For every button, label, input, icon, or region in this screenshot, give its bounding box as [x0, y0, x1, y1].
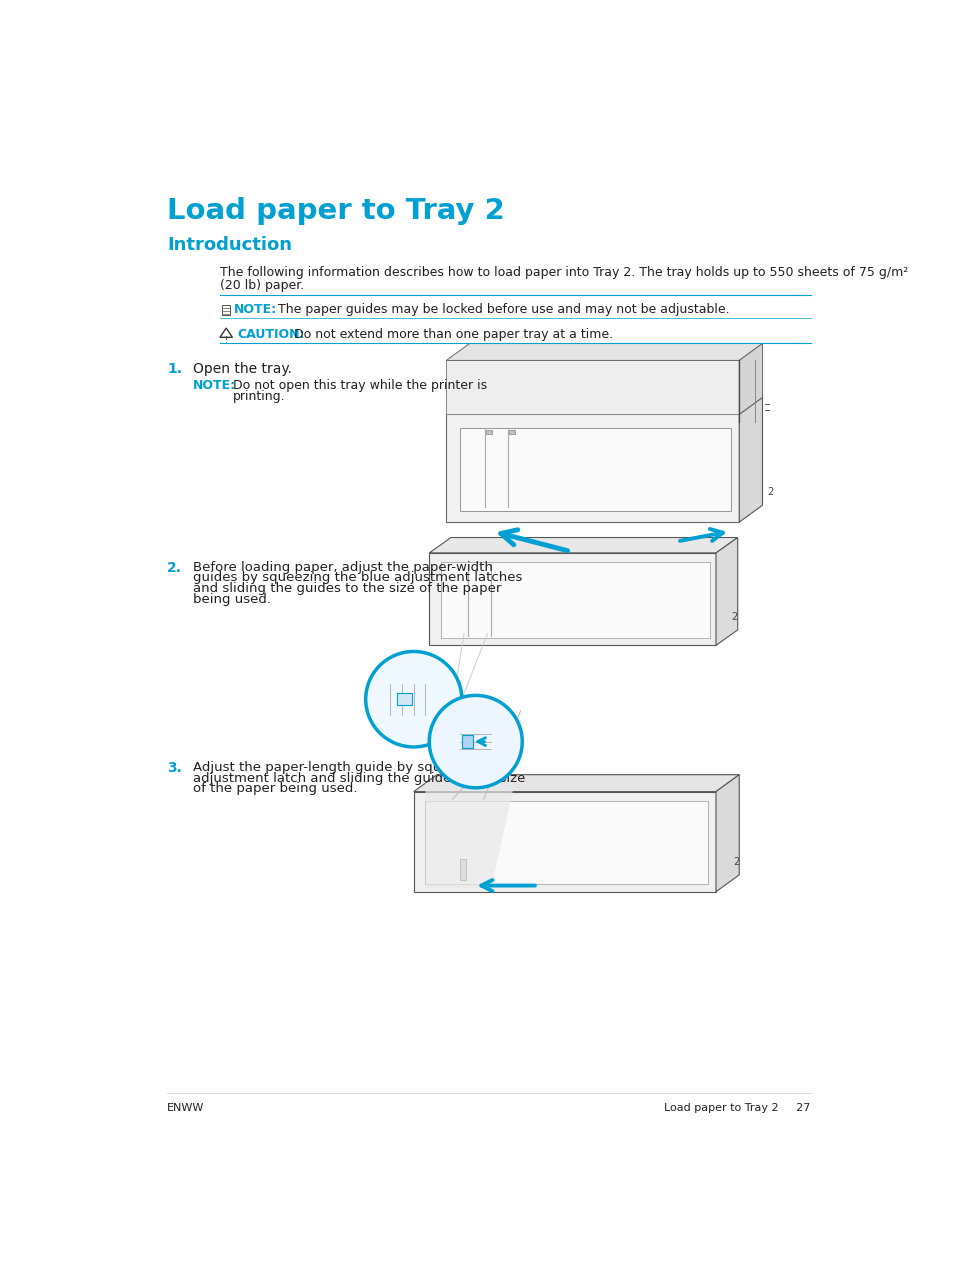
Polygon shape: [446, 343, 761, 361]
Polygon shape: [414, 775, 739, 792]
Polygon shape: [739, 398, 761, 522]
Text: Open the tray.: Open the tray.: [193, 362, 292, 376]
Text: Do not extend more than one paper tray at a time.: Do not extend more than one paper tray a…: [294, 328, 612, 341]
Text: 2: 2: [731, 613, 737, 623]
Polygon shape: [425, 783, 514, 888]
Text: The following information describes how to load paper into Tray 2. The tray hold: The following information describes how …: [220, 267, 907, 280]
Bar: [396, 693, 412, 705]
Bar: [509, 430, 515, 435]
Text: !: !: [224, 336, 228, 344]
Text: (20 lb) paper.: (20 lb) paper.: [220, 278, 304, 292]
Circle shape: [429, 695, 521, 788]
Polygon shape: [440, 562, 709, 638]
Text: adjustment latch and sliding the guide to the size: adjustment latch and sliding the guide t…: [193, 771, 525, 784]
Text: Adjust the paper-length guide by squeezing the: Adjust the paper-length guide by squeezi…: [193, 761, 511, 774]
Bar: [221, 305, 230, 315]
FancyArrowPatch shape: [679, 529, 722, 541]
Text: The paper guides may be locked before use and may not be adjustable.: The paper guides may be locked before us…: [278, 304, 729, 316]
Circle shape: [365, 652, 461, 747]
Text: printing.: printing.: [233, 390, 286, 403]
Text: ENWW: ENWW: [167, 1103, 205, 1113]
Text: NOTE:: NOTE:: [193, 379, 235, 391]
Polygon shape: [414, 792, 716, 892]
Polygon shape: [739, 343, 761, 414]
Bar: [461, 736, 473, 747]
Polygon shape: [446, 398, 761, 414]
Text: 3.: 3.: [167, 761, 182, 775]
Polygon shape: [425, 801, 707, 885]
Text: 2: 2: [766, 488, 773, 497]
Text: NOTE:: NOTE:: [233, 304, 276, 316]
Polygon shape: [716, 775, 739, 892]
Bar: [459, 859, 466, 881]
Text: guides by squeezing the blue adjustment latches: guides by squeezing the blue adjustment …: [193, 572, 521, 585]
Text: Before loading paper, adjust the paper-width: Before loading paper, adjust the paper-w…: [193, 561, 493, 573]
Polygon shape: [446, 414, 739, 522]
Polygon shape: [459, 428, 731, 511]
Text: of the paper being used.: of the paper being used.: [193, 783, 357, 796]
Polygon shape: [429, 553, 716, 646]
FancyArrowPatch shape: [481, 880, 535, 891]
Polygon shape: [716, 538, 737, 646]
FancyArrowPatch shape: [500, 530, 567, 550]
Text: 1.: 1.: [167, 362, 182, 376]
Polygon shape: [446, 361, 739, 414]
FancyArrowPatch shape: [477, 737, 485, 746]
Text: Load paper to Tray 2     27: Load paper to Tray 2 27: [663, 1103, 810, 1113]
Text: 2: 2: [732, 857, 739, 867]
Text: Load paper to Tray 2: Load paper to Tray 2: [167, 197, 504, 225]
Text: and sliding the guides to the size of the paper: and sliding the guides to the size of th…: [193, 582, 500, 595]
Text: Do not open this tray while the printer is: Do not open this tray while the printer …: [233, 379, 487, 391]
Polygon shape: [429, 538, 737, 553]
Text: 2.: 2.: [167, 561, 182, 574]
Text: Introduction: Introduction: [167, 235, 292, 254]
Text: CAUTION:: CAUTION:: [236, 328, 304, 341]
Text: being used.: being used.: [193, 594, 271, 606]
Bar: [485, 430, 492, 435]
